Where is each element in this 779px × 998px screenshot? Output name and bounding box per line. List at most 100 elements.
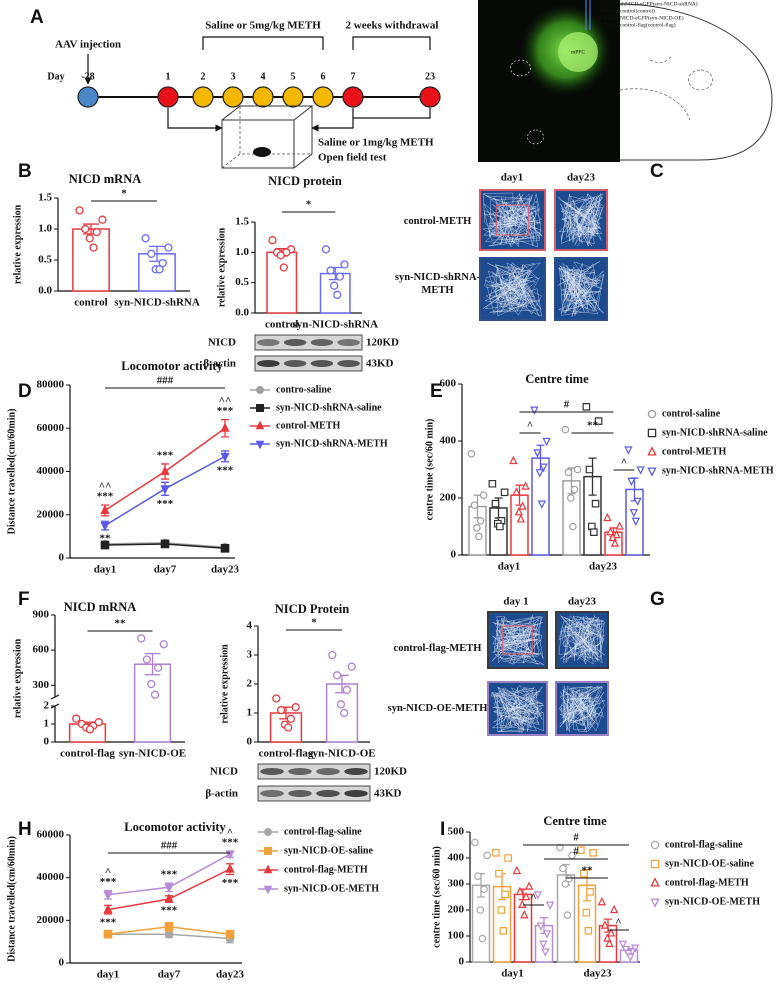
track-group-box: control-METH: [404, 216, 471, 227]
track-path: [483, 262, 543, 317]
data-point: [606, 527, 615, 536]
day-axis-label: Day: [47, 71, 64, 82]
data-point: [147, 249, 156, 258]
data-point: [568, 851, 576, 860]
data-point: [586, 888, 594, 896]
significance-label: *: [121, 188, 127, 200]
data-point: [624, 446, 633, 455]
vector-label: AAV-syn-control-flag(control-flag): [598, 21, 676, 28]
track-day: day1: [501, 172, 524, 184]
y-tick-label: 2: [247, 678, 253, 690]
x-tick-label: day1: [498, 561, 521, 573]
significance-label: **: [587, 420, 599, 432]
data-point: [276, 705, 286, 715]
data-point: [600, 920, 610, 929]
data-point: [291, 703, 300, 712]
point-annotation: **: [100, 532, 112, 544]
point-annotation: ***: [100, 916, 117, 928]
data-point: [470, 501, 479, 509]
data-point: [610, 538, 620, 547]
chart-title: Locomotor activity: [121, 359, 223, 373]
data-point: [284, 723, 293, 732]
y-tick-label: 40000: [37, 871, 65, 883]
data-point: [279, 263, 288, 272]
chart-title: Centre time: [525, 372, 589, 386]
legend-label: syn-NICD-shRNA-saline: [662, 427, 768, 438]
panel-letter: E: [430, 381, 443, 402]
data-point: [594, 417, 603, 425]
significance-label: ^: [615, 917, 621, 929]
data-point: [160, 465, 170, 476]
point-annotation: ***: [100, 876, 117, 888]
data-point: [521, 481, 530, 490]
data-point: [94, 718, 103, 727]
data-point: [276, 251, 285, 260]
data-point: [164, 883, 174, 893]
data-point: [621, 945, 631, 955]
point-annotation: ***: [157, 498, 174, 510]
x-tick-label: day23: [589, 561, 618, 573]
blot-row: [254, 334, 363, 351]
data-point: [98, 215, 107, 224]
y-tick-label: 0: [59, 957, 65, 969]
y-tick-label: 0.5: [38, 254, 52, 266]
data-point: [514, 507, 523, 516]
legend-label: control-flag-METH: [284, 864, 368, 875]
day-node: [157, 86, 179, 108]
panel-letter: D: [18, 381, 32, 402]
y-tick-label: 0.5: [235, 276, 249, 288]
significance-label: ^: [621, 457, 627, 469]
x-tick-label: day7: [158, 969, 181, 981]
data-point: [533, 449, 542, 458]
data-point: [516, 514, 526, 523]
data-point: [342, 685, 352, 694]
data-point: [491, 499, 500, 508]
y-tick-label: 200: [448, 904, 465, 916]
point-annotation: ***: [157, 449, 174, 461]
data-point: [340, 708, 349, 718]
data-point: [512, 865, 522, 875]
legend-marker: [263, 828, 273, 836]
data-point: [328, 650, 337, 660]
data-point: [75, 206, 84, 215]
data-point: [340, 260, 349, 269]
data-point: [268, 236, 277, 245]
chart-title: Centre time: [543, 814, 607, 828]
centre-zone: [502, 625, 533, 655]
data-point: [335, 272, 345, 281]
cage-back: [221, 106, 312, 169]
legend-label: contro-saline: [276, 384, 332, 395]
data-point: [591, 499, 600, 508]
y-axis-label: relative expression: [12, 204, 23, 284]
data-point: [92, 227, 101, 237]
point-annotation: ***: [222, 877, 239, 889]
track-group-box: syn-NICD-shRNA-METH: [395, 272, 480, 296]
chart-title: NICD protein: [268, 174, 342, 188]
data-point: [624, 949, 633, 959]
test-line: [353, 108, 431, 119]
legend-marker: [650, 877, 660, 887]
legend-label: syn-NICD-shRNA-METH: [276, 438, 388, 449]
blot-size: 43KD: [374, 788, 402, 800]
x-tick-label: day1: [97, 969, 120, 981]
test-label: Open field test: [318, 152, 387, 164]
day-label: 7: [351, 71, 356, 82]
chart-title: NICD mRNA: [64, 600, 137, 614]
point-annotation: ***: [161, 905, 178, 917]
y-tick-label: 1.0: [235, 246, 249, 258]
blot-band: [288, 790, 312, 797]
data-point: [160, 539, 170, 549]
data-point: [504, 854, 512, 862]
data-point: [585, 465, 594, 474]
day-label: 23: [425, 71, 435, 82]
x-tick-label: control-flag: [259, 748, 314, 760]
point-annotation: ^: [227, 827, 233, 839]
track-path: [558, 615, 605, 665]
day-label: 1: [166, 71, 171, 82]
injection-label: AAV injection: [55, 39, 121, 51]
y-tick-label: 60000: [37, 422, 65, 434]
data-point: [332, 671, 342, 680]
data-point: [347, 662, 356, 671]
x-tick-label: day7: [154, 564, 177, 576]
data-point: [85, 725, 95, 734]
